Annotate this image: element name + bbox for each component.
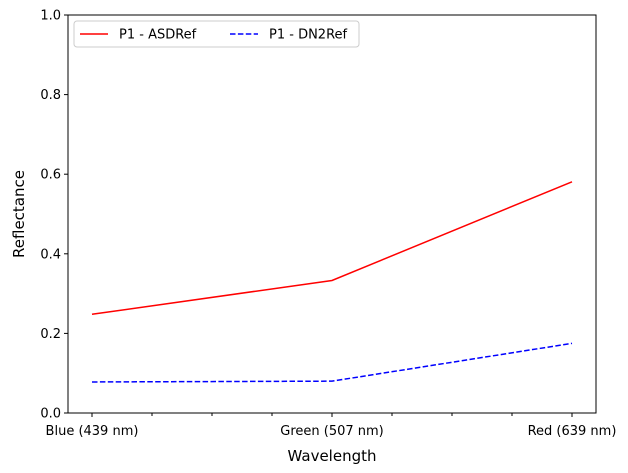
y-tick-label: 0.8 [40, 88, 61, 103]
y-tick-label: 0.6 [40, 168, 61, 183]
y-axis-title: Reflectance [10, 170, 28, 258]
x-tick-label: Blue (439 nm) [46, 424, 139, 439]
legend-label: P1 - DN2Ref [269, 28, 348, 43]
legend-box [73, 20, 360, 48]
y-axis: 0.0 0.2 0.4 0.6 0.8 1.0 [40, 9, 68, 422]
y-tick-label: 0.0 [40, 407, 61, 422]
plot-area [68, 15, 596, 413]
x-tick-label: Green (507 nm) [280, 424, 384, 439]
x-tick-label: Red (639 nm) [528, 424, 617, 439]
y-tick-label: 0.4 [40, 247, 61, 262]
y-tick-label: 0.2 [40, 327, 61, 342]
y-tick-label: 1.0 [40, 9, 61, 24]
x-axis: Blue (439 nm) Green (507 nm) Red (639 nm) [46, 413, 617, 439]
x-axis-title: Wavelength [288, 447, 377, 465]
legend: P1 - ASDRef P1 - DN2Ref [73, 20, 360, 48]
series-layer [91, 181, 573, 383]
legend-label: P1 - ASDRef [119, 28, 197, 43]
